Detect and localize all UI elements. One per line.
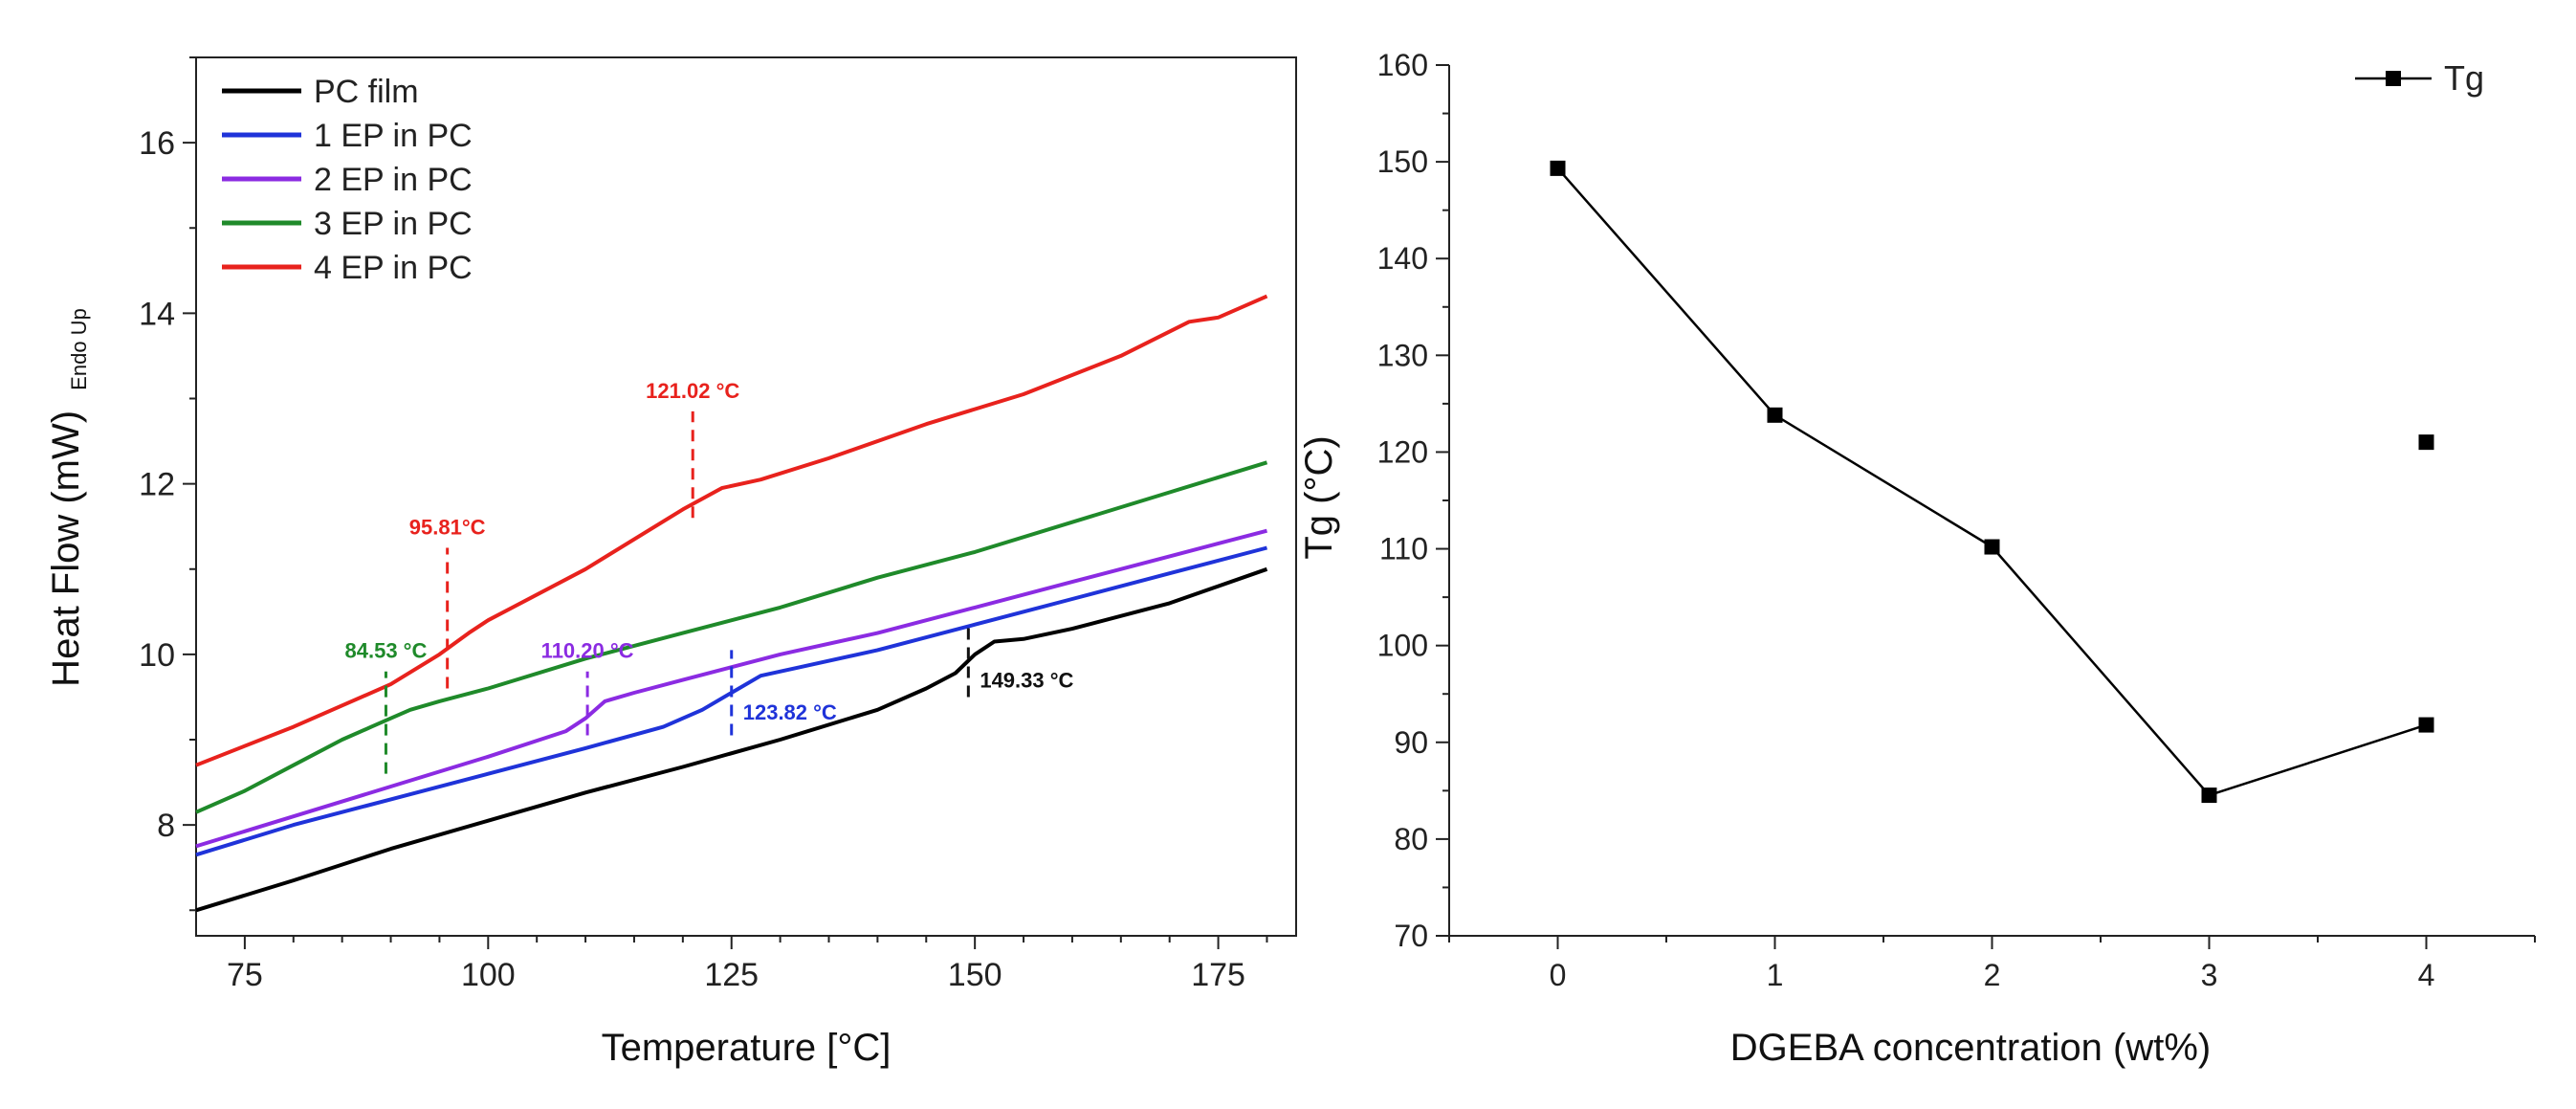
y-tick-label: 16 bbox=[139, 125, 175, 162]
data-point bbox=[1767, 407, 1783, 423]
y-axis-title-main: Heat Flow (mW) bbox=[45, 410, 87, 687]
y-tick-label: 10 bbox=[139, 637, 175, 674]
series-line-pc-film bbox=[195, 566, 1268, 913]
x-axis-title: Temperature [°C] bbox=[602, 1027, 892, 1069]
x-tick-label: 175 bbox=[1191, 957, 1245, 993]
tg-annotations: 121.02 °C 95.81°C 110.20 °C 84.53 °C 123.82 … bbox=[345, 379, 1074, 774]
x-axis-title: DGEBA concentration (wt%) bbox=[1730, 1027, 2211, 1069]
series-line-3-ep-in-pc bbox=[195, 460, 1268, 814]
y-tick-label: 140 bbox=[1377, 241, 1428, 276]
legend-label: 2 EP in PC bbox=[314, 162, 473, 198]
series-line-2-ep-in-pc bbox=[195, 528, 1268, 849]
legend-label: 1 EP in PC bbox=[314, 118, 473, 154]
y-tick-label: 12 bbox=[139, 467, 175, 503]
x-tick-label: 150 bbox=[948, 957, 1002, 993]
series-line-1-ep-in-pc bbox=[195, 545, 1268, 857]
annotation-label: 95.81°C bbox=[409, 515, 486, 539]
y-tick-label: 8 bbox=[157, 808, 175, 844]
data-point bbox=[2201, 787, 2217, 804]
x-tick-label: 0 bbox=[1550, 958, 1567, 992]
legend-label: 3 EP in PC bbox=[314, 206, 473, 242]
series-lines bbox=[195, 294, 1268, 913]
y-tick-label: 130 bbox=[1377, 338, 1428, 372]
y-tick-label: 90 bbox=[1394, 725, 1428, 760]
legend-label: Tg bbox=[2444, 58, 2484, 98]
annotation-label: 84.53 °C bbox=[345, 639, 428, 663]
y-tick-label: 160 bbox=[1377, 48, 1428, 82]
x-tick-label: 4 bbox=[2418, 958, 2435, 992]
y-axis-title: Heat Flow (mW) Endo Up bbox=[45, 308, 91, 687]
annotation-label: 110.20 °C bbox=[541, 639, 634, 663]
annotation-label: 123.82 °C bbox=[743, 700, 837, 724]
legend-label: 4 EP in PC bbox=[314, 250, 473, 286]
series-line-tg bbox=[1556, 167, 2427, 797]
data-point-extra bbox=[2418, 434, 2434, 451]
x-tick-label: 125 bbox=[704, 957, 759, 993]
x-tick-label: 100 bbox=[461, 957, 516, 993]
legend: PC film 1 EP in PC 2 EP in PC 3 EP in PC 4 E… bbox=[222, 74, 473, 286]
axes: 75 100 125 150 175 8 10 12 14 16 bbox=[139, 56, 1268, 993]
plot-frame bbox=[1449, 65, 2535, 936]
axes: 0 1 2 3 4 70 80 90 100 110 120 130 140 150 160 bbox=[1377, 48, 2536, 992]
y-tick-label: 110 bbox=[1379, 532, 1428, 566]
series-lines bbox=[1550, 160, 2434, 804]
y-axis-title: Tg (°C) bbox=[1298, 435, 1340, 559]
legend-label: PC film bbox=[314, 74, 419, 110]
dsc-heat-flow-chart: 75 100 125 150 175 8 10 12 14 16 121.02 °C 95.81°C… bbox=[45, 56, 1297, 1069]
y-tick-label: 80 bbox=[1394, 822, 1428, 856]
y-tick-label: 150 bbox=[1377, 144, 1428, 179]
tg-vs-concentration-chart: 0 1 2 3 4 70 80 90 100 110 120 130 140 150 160 Tg DGEB… bbox=[1298, 48, 2536, 1069]
plot-frame bbox=[195, 56, 1297, 937]
data-point bbox=[1984, 539, 2000, 555]
x-tick-label: 1 bbox=[1767, 958, 1784, 992]
x-tick-label: 75 bbox=[227, 957, 263, 993]
x-tick-label: 2 bbox=[1984, 958, 2001, 992]
data-point bbox=[1550, 160, 1566, 176]
y-tick-label: 100 bbox=[1377, 629, 1428, 663]
annotation-label: 121.02 °C bbox=[646, 379, 739, 403]
y-axis-title-sub: Endo Up bbox=[67, 308, 91, 390]
legend-marker bbox=[2386, 71, 2401, 86]
y-tick-label: 14 bbox=[139, 296, 175, 332]
legend: Tg bbox=[2355, 58, 2484, 98]
y-tick-label: 70 bbox=[1394, 919, 1428, 953]
data-point bbox=[2418, 717, 2434, 733]
y-tick-label: 120 bbox=[1377, 434, 1428, 469]
series-line-4-ep-in-pc bbox=[195, 294, 1268, 767]
x-tick-label: 3 bbox=[2201, 958, 2218, 992]
annotation-label: 149.33 °C bbox=[980, 669, 1073, 693]
